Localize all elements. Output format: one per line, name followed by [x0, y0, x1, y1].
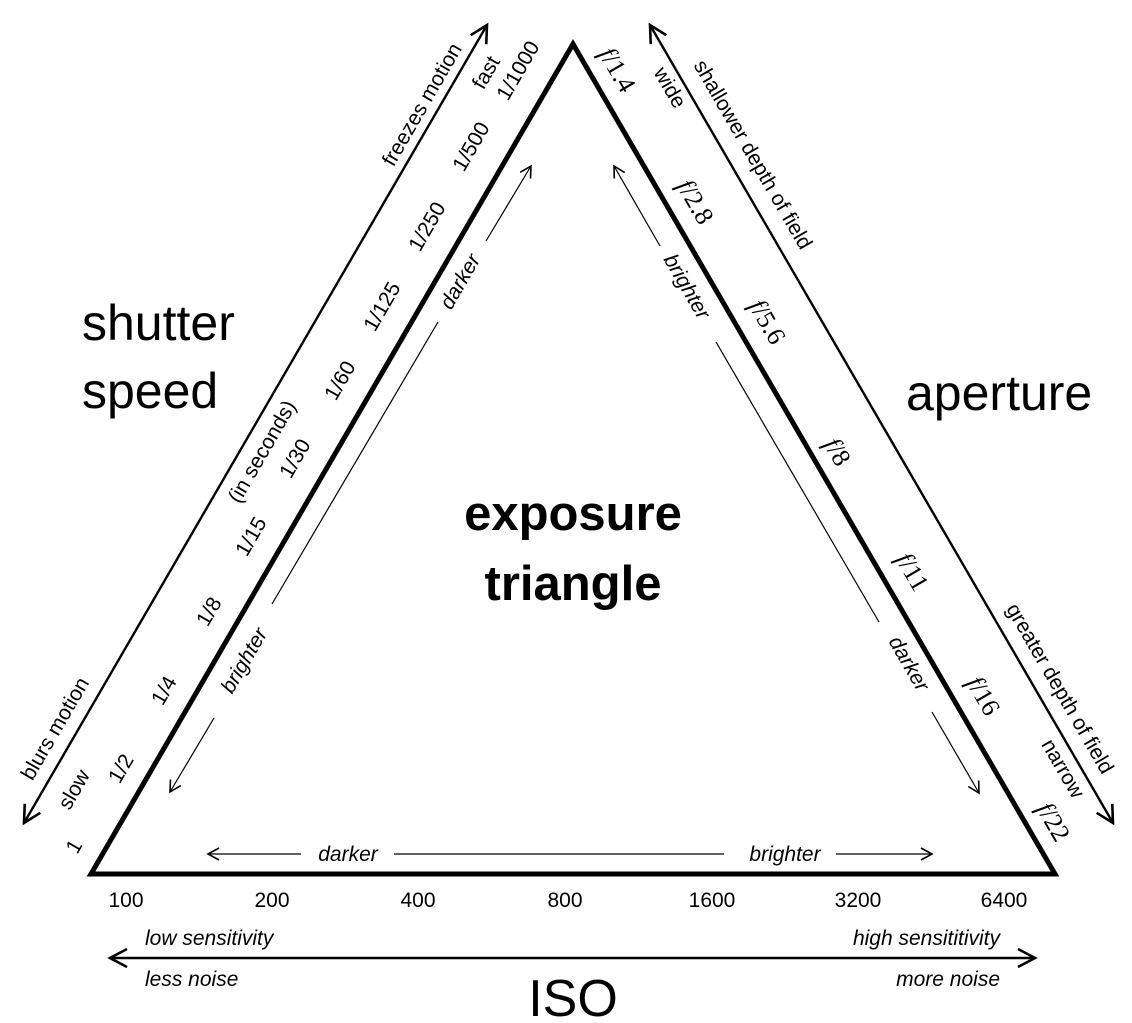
- shutter-tick-label: 1/8: [192, 593, 227, 630]
- aperture-stop-label: f/11: [890, 547, 935, 596]
- iso-value-label: 200: [254, 889, 289, 912]
- iso-value-label: 800: [547, 889, 582, 912]
- iso-value-label: 100: [108, 889, 143, 912]
- shutter-mid-line: [271, 321, 439, 605]
- aperture-light-darker: darker: [884, 632, 934, 696]
- shutter-darker-arrow: [485, 164, 532, 242]
- iso-high-sensitivity: high sensititivity: [853, 927, 1002, 950]
- iso-value-label: 6400: [981, 889, 1028, 912]
- aperture-light-brighter: brighter: [659, 250, 715, 324]
- aperture-stop-label: f/8: [818, 433, 857, 471]
- shutter-brighter-arrow: [169, 717, 215, 794]
- shutter-end-slow: slow: [54, 765, 95, 814]
- shutter-tick-label: 1/250: [404, 198, 450, 255]
- shutter-light-brighter: brighter: [217, 623, 273, 697]
- shutter-tick-label: 1/500: [448, 118, 494, 175]
- shutter-heading-1: shutter: [82, 295, 235, 351]
- shutter-light-darker: darker: [435, 249, 485, 313]
- aperture-stop-label: f/5.6: [743, 294, 792, 349]
- iso-heading: ISO: [528, 970, 618, 1023]
- aperture-effect-arrow: [648, 22, 1115, 826]
- aperture-stops: f/1.4f/2.8f/5.6f/8f/11f/16f/22: [593, 42, 1076, 846]
- shutter-effect-arrow: [22, 22, 489, 826]
- shutter-tick-label: 1/15: [231, 513, 271, 560]
- aperture-heading: aperture: [906, 365, 1092, 421]
- iso-value-label: 3200: [835, 889, 882, 912]
- aperture-end-wide: wide: [648, 62, 690, 112]
- title-line-1: exposure: [464, 487, 682, 541]
- shutter-ticks: 11/21/41/81/151/301/601/1251/2501/5001/1…: [61, 37, 544, 857]
- aperture-stop-label: f/16: [961, 671, 1006, 721]
- aperture-darker-arrow: [931, 711, 980, 795]
- shutter-tick-label: 1/2: [104, 750, 139, 787]
- shutter-effect-freezes: freezes motion: [378, 39, 467, 170]
- iso-light-brighter: brighter: [749, 843, 821, 866]
- shutter-heading-2: speed: [82, 363, 218, 419]
- iso-less-noise: less noise: [145, 968, 238, 991]
- iso-low-sensitivity: low sensitivity: [145, 927, 275, 950]
- shutter-tick-label: 1/125: [359, 278, 405, 335]
- aperture-mid-line: [715, 341, 880, 623]
- shutter-tick-label: 1/4: [147, 672, 182, 709]
- iso-values: 100 200 400 800 1600 3200 6400: [108, 889, 1027, 912]
- aperture-effect-shallower: shallower depth of field: [689, 56, 817, 253]
- iso-value-label: 400: [400, 889, 435, 912]
- shutter-tick-label: 1/30: [275, 435, 315, 482]
- iso-more-noise: more noise: [896, 968, 1000, 991]
- iso-light-darker: darker: [318, 843, 379, 866]
- aperture-brighter-arrow: [613, 164, 661, 247]
- shutter-tick-label: 1: [61, 836, 87, 858]
- shutter-tick-label: 1/60: [320, 357, 360, 404]
- title-line-2: triangle: [485, 557, 662, 611]
- iso-value-label: 1600: [689, 889, 736, 912]
